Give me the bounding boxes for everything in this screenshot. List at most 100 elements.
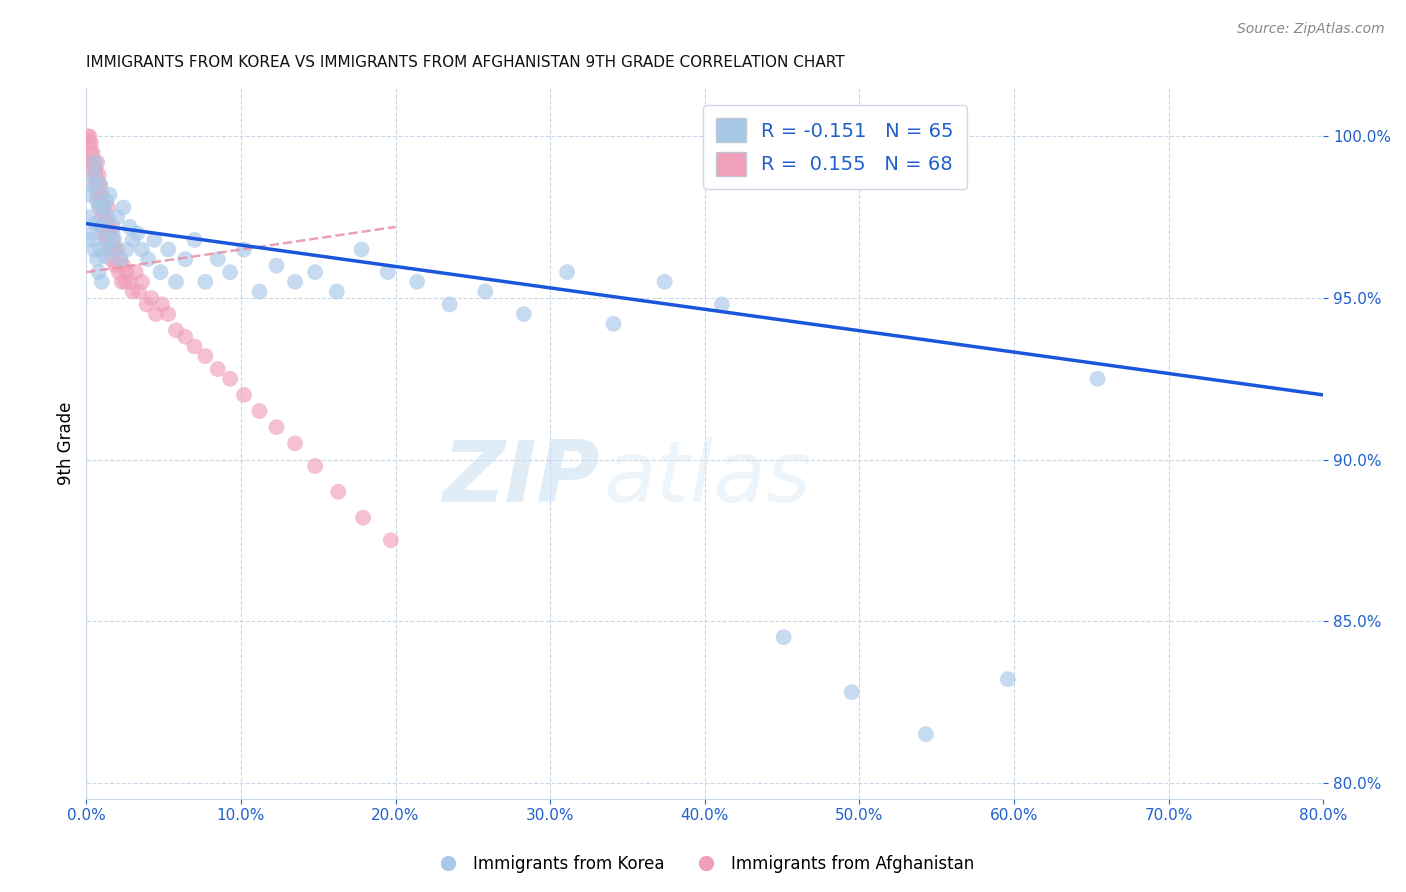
Point (98, 243, 121, 257)
Point (326, 285, 349, 299)
Point (125, 265, 148, 279)
Point (219, 265, 242, 279)
Point (131, 243, 153, 257)
Point (110, 252, 132, 267)
Point (83, 161, 105, 176)
Point (84, 168, 107, 182)
Point (141, 291, 163, 305)
Point (97, 219, 120, 234)
Point (89, 178, 111, 192)
Point (194, 275, 217, 289)
Point (83, 168, 105, 182)
Point (266, 259, 288, 273)
Point (136, 252, 159, 267)
Point (127, 227, 149, 241)
Point (112, 201, 135, 215)
Point (304, 458, 326, 473)
Point (350, 243, 373, 257)
Point (111, 275, 134, 289)
Point (87, 201, 110, 215)
Point (915, 727, 938, 741)
Point (380, 533, 402, 548)
Point (149, 265, 172, 279)
Point (90, 275, 112, 289)
Point (86, 178, 108, 192)
Point (474, 285, 496, 299)
Point (219, 372, 242, 386)
Point (80, 233, 103, 247)
Point (101, 219, 124, 234)
Point (194, 349, 217, 363)
Point (90, 219, 112, 234)
Point (89, 201, 111, 215)
Point (82, 155, 104, 169)
Point (89, 187, 111, 202)
Point (439, 297, 461, 311)
Point (513, 307, 536, 321)
Point (266, 420, 288, 434)
Point (101, 233, 124, 247)
Point (94, 227, 117, 241)
Text: Source: ZipAtlas.com: Source: ZipAtlas.com (1237, 22, 1385, 37)
Point (87, 265, 110, 279)
Point (83, 243, 105, 257)
Point (207, 362, 229, 376)
Point (91, 201, 114, 215)
Point (107, 265, 129, 279)
Point (79, 187, 101, 202)
Point (103, 243, 125, 257)
Point (165, 323, 187, 337)
Point (115, 265, 138, 279)
Point (100, 243, 122, 257)
Point (97, 201, 120, 215)
Point (86, 155, 108, 169)
Point (82, 227, 104, 241)
Point (112, 259, 135, 273)
Point (157, 307, 180, 321)
Point (121, 233, 143, 247)
Point (183, 233, 205, 247)
Point (115, 243, 138, 257)
Point (602, 317, 624, 331)
Point (118, 219, 141, 234)
Point (86, 187, 108, 202)
Point (84, 155, 107, 169)
Point (328, 484, 350, 499)
Point (90, 211, 112, 225)
Point (89, 243, 111, 257)
Point (406, 275, 429, 289)
Point (91, 201, 114, 215)
Point (82, 178, 104, 192)
Point (83, 155, 105, 169)
Point (118, 275, 141, 289)
Point (352, 510, 374, 524)
Point (84, 178, 107, 192)
Text: atlas: atlas (603, 437, 811, 520)
Point (997, 672, 1019, 686)
Point (103, 233, 125, 247)
Point (772, 630, 794, 644)
Point (91, 219, 114, 234)
Point (96, 233, 118, 247)
Point (96, 194, 118, 208)
Y-axis label: 9th Grade: 9th Grade (58, 401, 75, 485)
Point (94, 211, 117, 225)
Point (143, 233, 166, 247)
Point (80, 136, 103, 150)
Point (82, 145, 104, 160)
Point (101, 227, 124, 241)
Point (110, 252, 132, 267)
Point (150, 297, 173, 311)
Point (284, 436, 307, 450)
Point (207, 252, 229, 267)
Point (96, 233, 118, 247)
Point (249, 285, 271, 299)
Point (89, 178, 111, 192)
Text: IMMIGRANTS FROM KOREA VS IMMIGRANTS FROM AFGHANISTAN 9TH GRADE CORRELATION CHART: IMMIGRANTS FROM KOREA VS IMMIGRANTS FROM… (86, 55, 845, 70)
Point (98, 227, 121, 241)
Point (105, 211, 128, 225)
Point (94, 249, 117, 263)
Point (183, 339, 205, 353)
Point (84, 161, 107, 176)
Point (233, 243, 256, 257)
